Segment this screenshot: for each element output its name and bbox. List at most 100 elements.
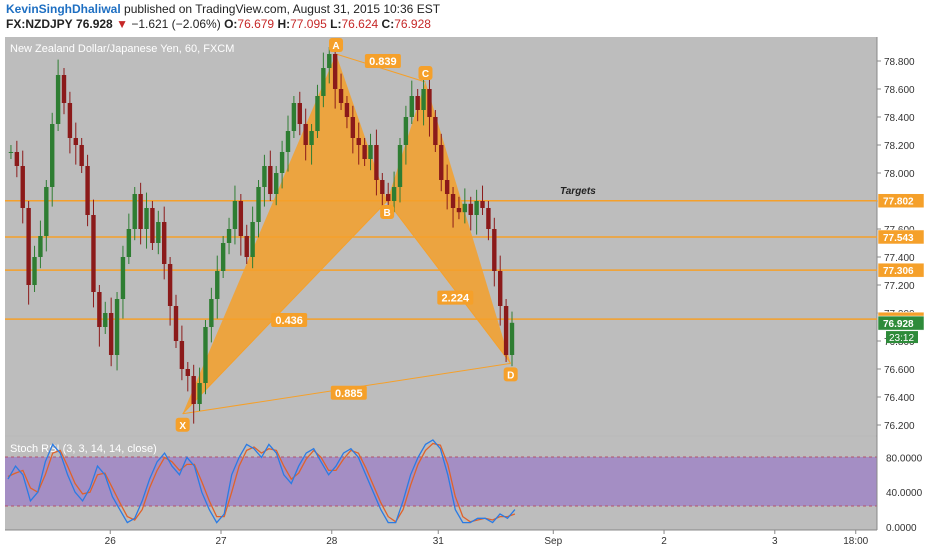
- candle[interactable]: [468, 196, 473, 231]
- candle[interactable]: [268, 150, 273, 201]
- candle[interactable]: [238, 194, 244, 256]
- candle[interactable]: [462, 188, 468, 224]
- candle[interactable]: [321, 52, 326, 108]
- candle[interactable]: [291, 96, 297, 138]
- candle[interactable]: [179, 325, 185, 381]
- candle[interactable]: [444, 164, 450, 210]
- candle[interactable]: [156, 210, 161, 255]
- candle[interactable]: [433, 110, 438, 152]
- candle[interactable]: [126, 213, 132, 264]
- candle[interactable]: [439, 133, 444, 192]
- candle[interactable]: [232, 185, 238, 245]
- candle[interactable]: [498, 255, 503, 326]
- pattern-point-box: [503, 367, 518, 382]
- publish-text: published on TradingView.com, August 31,…: [124, 2, 441, 16]
- candle[interactable]: [338, 73, 344, 110]
- candle[interactable]: [108, 297, 114, 367]
- candle[interactable]: [14, 140, 20, 178]
- candle[interactable]: [191, 364, 196, 424]
- candle[interactable]: [50, 112, 55, 207]
- candle[interactable]: [197, 367, 202, 411]
- candle[interactable]: [55, 59, 61, 131]
- candle[interactable]: [38, 220, 43, 269]
- fib-ratio-box: [364, 54, 401, 68]
- candle[interactable]: [297, 91, 302, 136]
- candle[interactable]: [209, 287, 214, 343]
- candle[interactable]: [79, 138, 84, 173]
- candle[interactable]: [97, 285, 102, 347]
- quote-line: FX:NZDJPY 76.928 ▼ −1.621 (−2.06%) O:76.…: [6, 17, 431, 31]
- candle[interactable]: [480, 185, 485, 215]
- candle[interactable]: [73, 122, 78, 165]
- candle[interactable]: [362, 138, 367, 166]
- price-tick-label: 76.200: [884, 421, 915, 432]
- candle[interactable]: [26, 201, 31, 305]
- candle[interactable]: [397, 138, 403, 203]
- candle[interactable]: [67, 91, 73, 154]
- candle[interactable]: [262, 154, 267, 207]
- candle[interactable]: [356, 122, 361, 165]
- candle[interactable]: [256, 180, 261, 238]
- candle[interactable]: [61, 68, 67, 115]
- rsi-k-line: [7, 439, 516, 524]
- candle[interactable]: [226, 217, 232, 255]
- candle[interactable]: [91, 199, 96, 308]
- candle[interactable]: [120, 245, 126, 319]
- candle[interactable]: [8, 145, 14, 159]
- candle-body: [191, 376, 196, 404]
- candle[interactable]: [138, 182, 143, 245]
- candle[interactable]: [150, 201, 155, 250]
- candle[interactable]: [244, 224, 249, 264]
- candle[interactable]: [173, 294, 179, 348]
- candle-body: [97, 292, 102, 327]
- candle[interactable]: [114, 292, 120, 371]
- candle[interactable]: [285, 115, 291, 172]
- candle[interactable]: [44, 180, 49, 252]
- candle[interactable]: [492, 217, 497, 287]
- candle[interactable]: [315, 84, 320, 138]
- symbol[interactable]: FX:NZDJPY: [6, 17, 73, 31]
- candle[interactable]: [167, 257, 173, 326]
- candle[interactable]: [303, 108, 308, 161]
- candle[interactable]: [332, 42, 338, 109]
- candle[interactable]: [220, 236, 226, 278]
- last-price: 76.928: [76, 17, 113, 31]
- candle[interactable]: [132, 187, 137, 241]
- candle[interactable]: [32, 245, 37, 292]
- candle[interactable]: [374, 129, 379, 196]
- candle[interactable]: [415, 89, 420, 122]
- candle[interactable]: [409, 80, 414, 124]
- candle[interactable]: [427, 73, 432, 137]
- candle[interactable]: [368, 133, 373, 171]
- candle[interactable]: [274, 166, 279, 206]
- candle[interactable]: [344, 96, 350, 129]
- candle[interactable]: [450, 187, 456, 228]
- candle[interactable]: [20, 150, 25, 224]
- candle[interactable]: [144, 192, 149, 249]
- candle[interactable]: [503, 299, 509, 362]
- candle[interactable]: [185, 362, 190, 392]
- candle[interactable]: [350, 105, 356, 154]
- candle[interactable]: [386, 182, 391, 208]
- candle[interactable]: [162, 206, 167, 280]
- candle[interactable]: [203, 320, 208, 395]
- candle[interactable]: [327, 47, 332, 84]
- author-link[interactable]: KevinSinghDhaliwal: [6, 2, 121, 16]
- candle[interactable]: [309, 124, 314, 165]
- candle[interactable]: [103, 301, 108, 334]
- candle[interactable]: [391, 171, 397, 213]
- candle[interactable]: [403, 105, 409, 165]
- candle[interactable]: [486, 201, 491, 241]
- candle[interactable]: [215, 255, 220, 319]
- candle[interactable]: [474, 189, 479, 235]
- candle[interactable]: [85, 154, 90, 227]
- candle[interactable]: [279, 140, 285, 189]
- pattern-leg-xab: [182, 54, 388, 414]
- pattern-point-label: B: [384, 208, 391, 219]
- candle[interactable]: [250, 206, 255, 269]
- candle[interactable]: [509, 311, 515, 367]
- candle[interactable]: [421, 77, 426, 126]
- candle[interactable]: [456, 196, 462, 220]
- rsi-d-line: [7, 442, 516, 523]
